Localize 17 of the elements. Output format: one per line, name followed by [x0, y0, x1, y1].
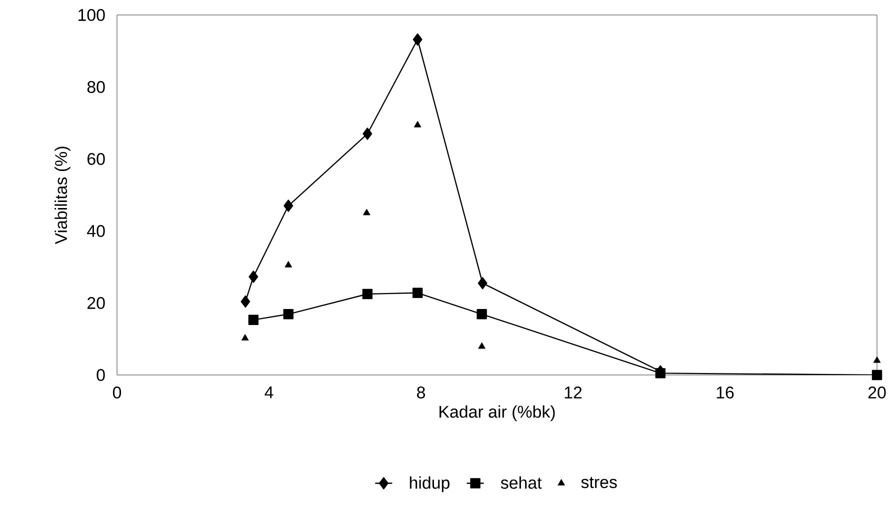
x-tick-label: 12 [564, 386, 582, 398]
y-tick-label: 0 [96, 368, 105, 381]
y-axis-title: Viabilitas (%) [54, 146, 70, 244]
x-axis-title: Kadar air (%bk) [440, 405, 555, 422]
y-tick-label: 20 [88, 296, 105, 309]
legend-label: sehat [500, 476, 542, 489]
legend-label: stres [581, 477, 617, 488]
legend-label: hidup [410, 476, 450, 492]
y-tick-label: 100 [78, 8, 105, 21]
x-tick-label: 16 [716, 386, 734, 399]
y-tick-label: 40 [87, 224, 105, 237]
x-tick-label: 0 [112, 386, 122, 399]
x-tick-label: 8 [417, 386, 425, 399]
y-tick-label: 80 [87, 80, 105, 93]
x-tick-label: 20 [868, 386, 886, 399]
y-tick-label: 60 [88, 152, 105, 165]
x-tick-label: 4 [264, 386, 274, 398]
